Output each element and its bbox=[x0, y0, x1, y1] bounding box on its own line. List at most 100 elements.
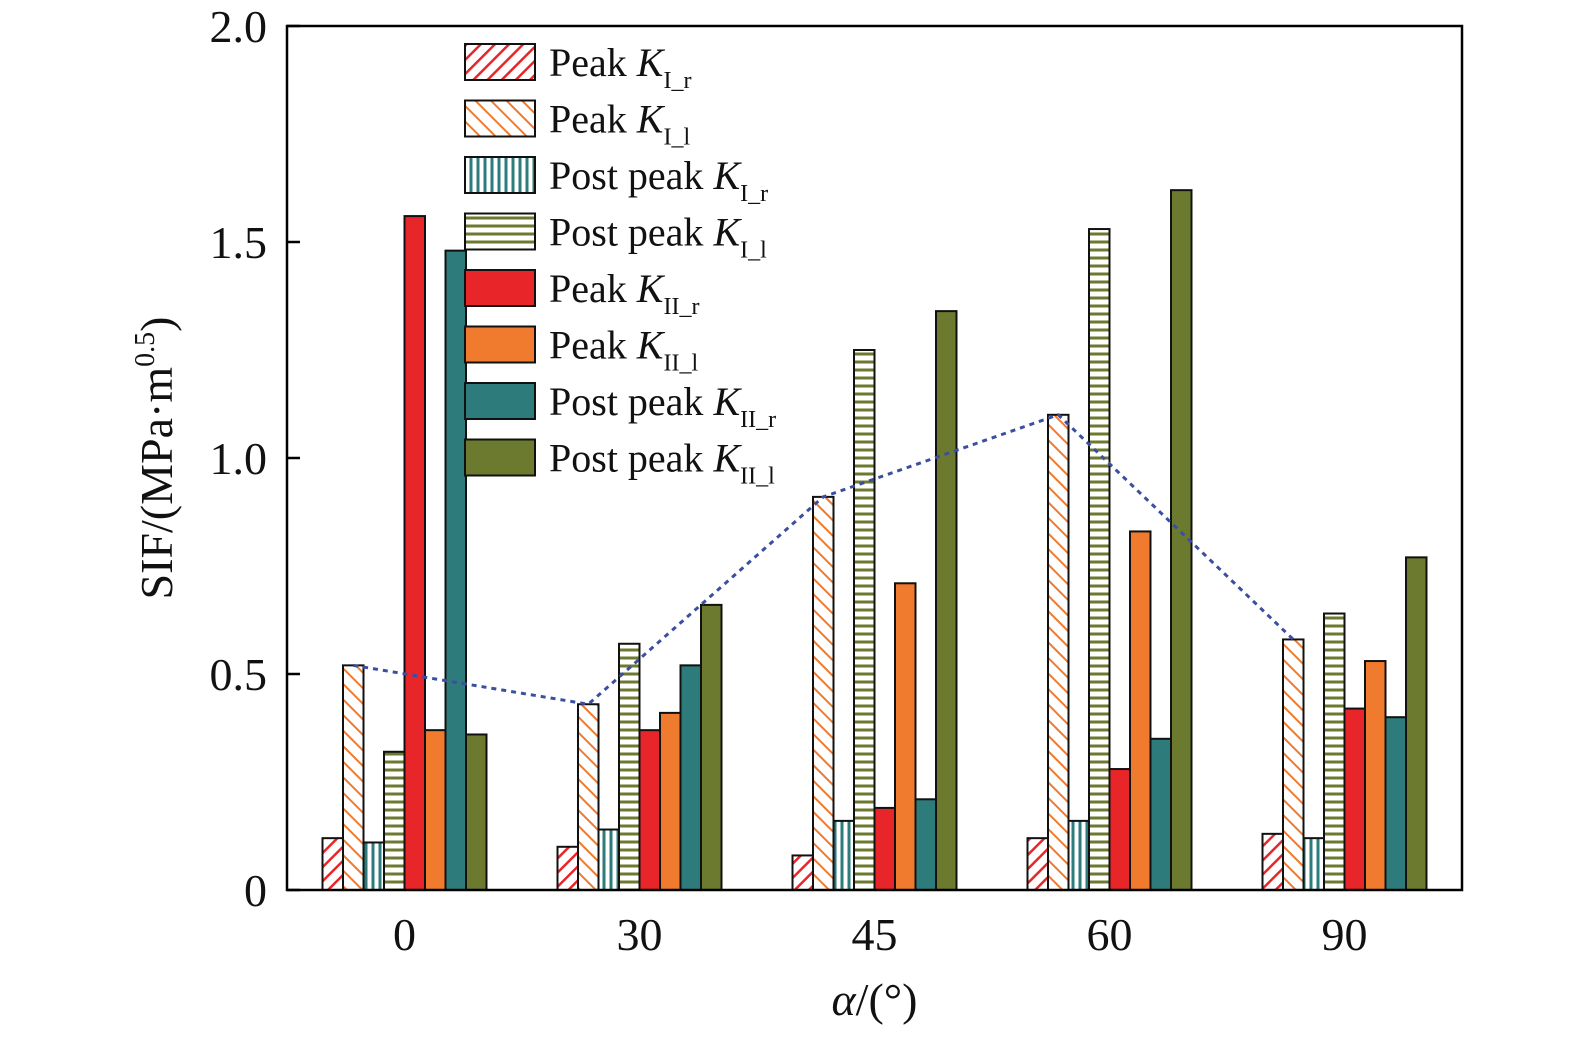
legend-swatch bbox=[464, 269, 536, 307]
legend-label-symbol: K bbox=[712, 153, 742, 198]
x-tick-label: 0 bbox=[393, 909, 416, 960]
y-axis-title-close: ) bbox=[131, 317, 182, 332]
legend-swatch bbox=[464, 438, 536, 477]
bar-i-l-post-peak-cat-60 bbox=[1088, 228, 1111, 892]
legend-label-prefix: Peak bbox=[549, 97, 637, 142]
x-axis-title-symbol: α bbox=[832, 974, 857, 1025]
legend-label: Post peak KI_l bbox=[549, 210, 767, 264]
bar-ii-r-peak-cat-45 bbox=[873, 806, 896, 891]
x-tick-label: 60 bbox=[1087, 909, 1133, 960]
legend-swatch bbox=[464, 43, 536, 81]
legend-label-prefix: Post peak bbox=[549, 379, 713, 424]
bar-ii-l-post-peak-cat-30 bbox=[700, 603, 723, 891]
y-tick-label: 0 bbox=[244, 865, 267, 916]
legend-label-symbol: K bbox=[636, 323, 666, 368]
legend-label-subscript: I_r bbox=[663, 68, 691, 94]
legend-label: Peak KI_l bbox=[549, 97, 690, 151]
trend-layer bbox=[353, 413, 1295, 706]
y-axis-title: SIF/(MPa·m0.5) bbox=[130, 317, 182, 600]
legend-swatch bbox=[464, 212, 536, 251]
legend-label-prefix: Peak bbox=[549, 323, 637, 368]
y-axis-title-main: SIF/(MPa·m bbox=[131, 367, 182, 600]
legend-label-subscript: II_l bbox=[740, 464, 775, 490]
x-axis-ticks: 0 30 45 60 90 bbox=[393, 909, 1368, 960]
bar-i-l-peak-cat-90 bbox=[1282, 638, 1305, 891]
bar-i-r-post-peak-cat-60 bbox=[1067, 819, 1090, 892]
x-tick-label: 90 bbox=[1322, 909, 1368, 960]
legend-label-prefix: Post peak bbox=[549, 153, 713, 198]
bar-ii-l-peak-cat-45 bbox=[894, 582, 917, 892]
bar-ii-r-post-peak-cat-60 bbox=[1149, 737, 1172, 891]
legend-label: Peak KI_r bbox=[549, 40, 691, 94]
bar-ii-r-post-peak-cat-45 bbox=[914, 798, 937, 892]
bar-i-r-peak-cat-45 bbox=[791, 854, 814, 892]
bar-i-r-post-peak-cat-45 bbox=[832, 819, 855, 892]
bar-ii-r-peak-cat-0 bbox=[403, 215, 426, 891]
bar-i-l-peak-cat-45 bbox=[812, 495, 835, 891]
bar-i-r-post-peak-cat-0 bbox=[362, 841, 385, 891]
bar-i-r-post-peak-cat-90 bbox=[1302, 837, 1325, 891]
bar-ii-r-peak-cat-60 bbox=[1108, 768, 1131, 891]
bar-ii-l-post-peak-cat-45 bbox=[935, 310, 958, 891]
bar-ii-l-peak-cat-30 bbox=[659, 711, 682, 891]
legend-label-symbol: K bbox=[712, 436, 742, 481]
bar-ii-l-peak-cat-0 bbox=[424, 729, 447, 891]
x-axis-title-unit: /(°) bbox=[856, 974, 918, 1025]
legend-swatch bbox=[464, 156, 536, 194]
bars-layer bbox=[321, 189, 1428, 892]
y-tick-label: 1.5 bbox=[210, 217, 268, 268]
bar-ii-l-post-peak-cat-0 bbox=[465, 733, 488, 891]
legend-label-symbol: K bbox=[636, 40, 666, 85]
bar-i-l-peak-cat-0 bbox=[342, 664, 365, 891]
bar-ii-r-post-peak-cat-30 bbox=[679, 664, 702, 891]
legend-label-subscript: I_l bbox=[663, 125, 690, 151]
bar-ii-r-peak-cat-90 bbox=[1343, 707, 1366, 891]
trend-line bbox=[353, 413, 1295, 706]
legend-label-prefix: Peak bbox=[549, 266, 637, 311]
bar-i-r-peak-cat-0 bbox=[321, 837, 344, 891]
bar-i-r-peak-cat-90 bbox=[1261, 832, 1284, 892]
y-axis-title-exponent: 0.5 bbox=[130, 332, 161, 367]
legend-label-prefix: Post peak bbox=[549, 436, 713, 481]
y-axis-ticks: 0 0.5 1.0 1.5 2.0 bbox=[210, 1, 300, 916]
bar-ii-r-post-peak-cat-90 bbox=[1384, 716, 1407, 892]
legend-label: Peak KII_r bbox=[549, 266, 699, 320]
legend-label-symbol: K bbox=[636, 97, 666, 142]
legend-label-subscript: I_l bbox=[740, 238, 767, 264]
bar-i-l-post-peak-cat-90 bbox=[1323, 612, 1346, 892]
bar-i-r-peak-cat-30 bbox=[556, 845, 579, 891]
bar-i-l-post-peak-cat-0 bbox=[383, 750, 406, 892]
x-tick-label: 45 bbox=[852, 909, 898, 960]
y-tick-label: 1.0 bbox=[210, 433, 268, 484]
bar-i-l-post-peak-cat-30 bbox=[618, 642, 641, 892]
legend-label-subscript: II_l bbox=[663, 351, 698, 377]
legend-label-subscript: II_r bbox=[740, 407, 776, 433]
bar-i-l-peak-cat-30 bbox=[577, 703, 600, 891]
legend-label-subscript: I_r bbox=[740, 181, 768, 207]
legend-label-prefix: Post peak bbox=[549, 210, 713, 255]
x-axis-title: α/(°) bbox=[832, 974, 918, 1025]
bar-i-l-peak-cat-60 bbox=[1047, 413, 1070, 891]
legend-label-symbol: K bbox=[712, 379, 742, 424]
bar-ii-l-post-peak-cat-90 bbox=[1405, 556, 1428, 891]
x-tick-label: 30 bbox=[617, 909, 663, 960]
bar-i-r-post-peak-cat-30 bbox=[597, 828, 620, 892]
legend-label: Peak KII_l bbox=[549, 323, 698, 377]
bar-ii-l-peak-cat-90 bbox=[1364, 660, 1387, 891]
legend-label: Post peak KII_r bbox=[549, 379, 776, 433]
bar-i-l-post-peak-cat-45 bbox=[853, 349, 876, 891]
bar-ii-r-post-peak-cat-0 bbox=[444, 249, 467, 891]
legend-swatch bbox=[464, 325, 536, 364]
y-tick-label: 2.0 bbox=[210, 1, 268, 52]
bar-i-r-peak-cat-60 bbox=[1026, 837, 1049, 891]
legend-swatch bbox=[464, 382, 536, 420]
legend-label-symbol: K bbox=[712, 210, 742, 255]
legend-label-symbol: K bbox=[636, 266, 666, 311]
bar-ii-l-peak-cat-60 bbox=[1129, 530, 1152, 891]
legend-label-prefix: Peak bbox=[549, 40, 637, 85]
legend-swatch bbox=[464, 99, 536, 138]
legend-label: Post peak KI_r bbox=[549, 153, 768, 207]
bar-ii-r-peak-cat-30 bbox=[638, 729, 661, 891]
